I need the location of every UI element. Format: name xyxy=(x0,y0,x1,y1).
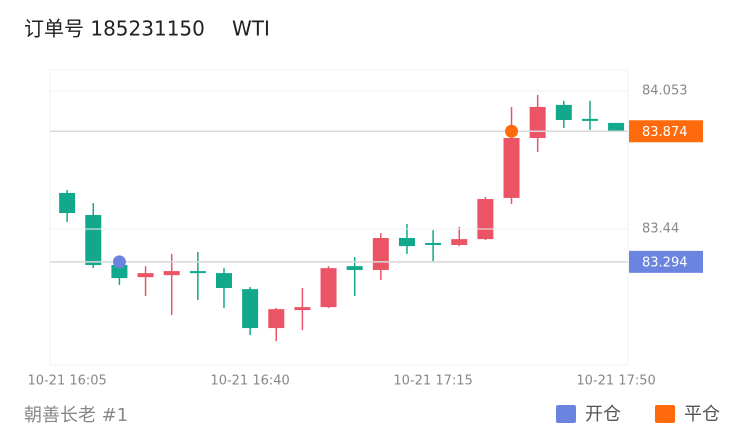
price-tag-label: 83.294 xyxy=(642,255,688,270)
plot xyxy=(33,94,628,342)
candle-body xyxy=(451,239,468,245)
order-title: 订单号 185231150 xyxy=(24,17,205,41)
candle-body xyxy=(398,237,415,247)
price-tag-label: 83.874 xyxy=(642,125,688,140)
candle-body xyxy=(581,118,598,121)
candle-body xyxy=(320,268,337,308)
candle-body xyxy=(425,242,442,245)
candle-body xyxy=(372,237,389,270)
x-tick-label: 10-21 16:40 xyxy=(210,374,289,389)
symbol: WTI xyxy=(232,17,270,41)
candle-body xyxy=(294,307,311,311)
candle-body xyxy=(268,309,285,329)
y-tick-label: 84.053 xyxy=(642,83,688,98)
x-tick-label: 10-21 17:50 xyxy=(576,374,655,389)
candle-body xyxy=(346,266,363,270)
candle-body xyxy=(242,289,259,329)
legend-swatch xyxy=(655,405,675,423)
y-tick-label: 83.44 xyxy=(642,221,679,236)
plot-frame xyxy=(49,69,629,366)
candle-body xyxy=(59,192,76,213)
candle-body xyxy=(111,265,128,279)
candle-body xyxy=(608,122,625,132)
footer: 朝善长老 #1 xyxy=(24,405,128,426)
legend-label: 开仓 xyxy=(585,404,621,425)
candle-body xyxy=(163,271,180,276)
price-tag xyxy=(629,120,703,143)
x-tick-label: 10-21 16:05 xyxy=(27,374,106,389)
legend-label: 平仓 xyxy=(684,404,720,425)
legend-swatch xyxy=(556,405,576,423)
x-tick-label: 10-21 17:15 xyxy=(393,374,472,389)
candle-body xyxy=(477,199,494,240)
candle-body xyxy=(85,215,102,266)
trade-marker xyxy=(112,255,126,269)
candle-body xyxy=(555,104,572,120)
price-tag xyxy=(629,250,703,273)
candle-body xyxy=(529,106,546,139)
candle-body xyxy=(503,138,520,198)
candle-body xyxy=(137,273,154,278)
candle-body xyxy=(189,271,206,274)
candle-body xyxy=(215,273,232,288)
trade-marker xyxy=(505,124,519,138)
candle-body xyxy=(33,172,49,195)
